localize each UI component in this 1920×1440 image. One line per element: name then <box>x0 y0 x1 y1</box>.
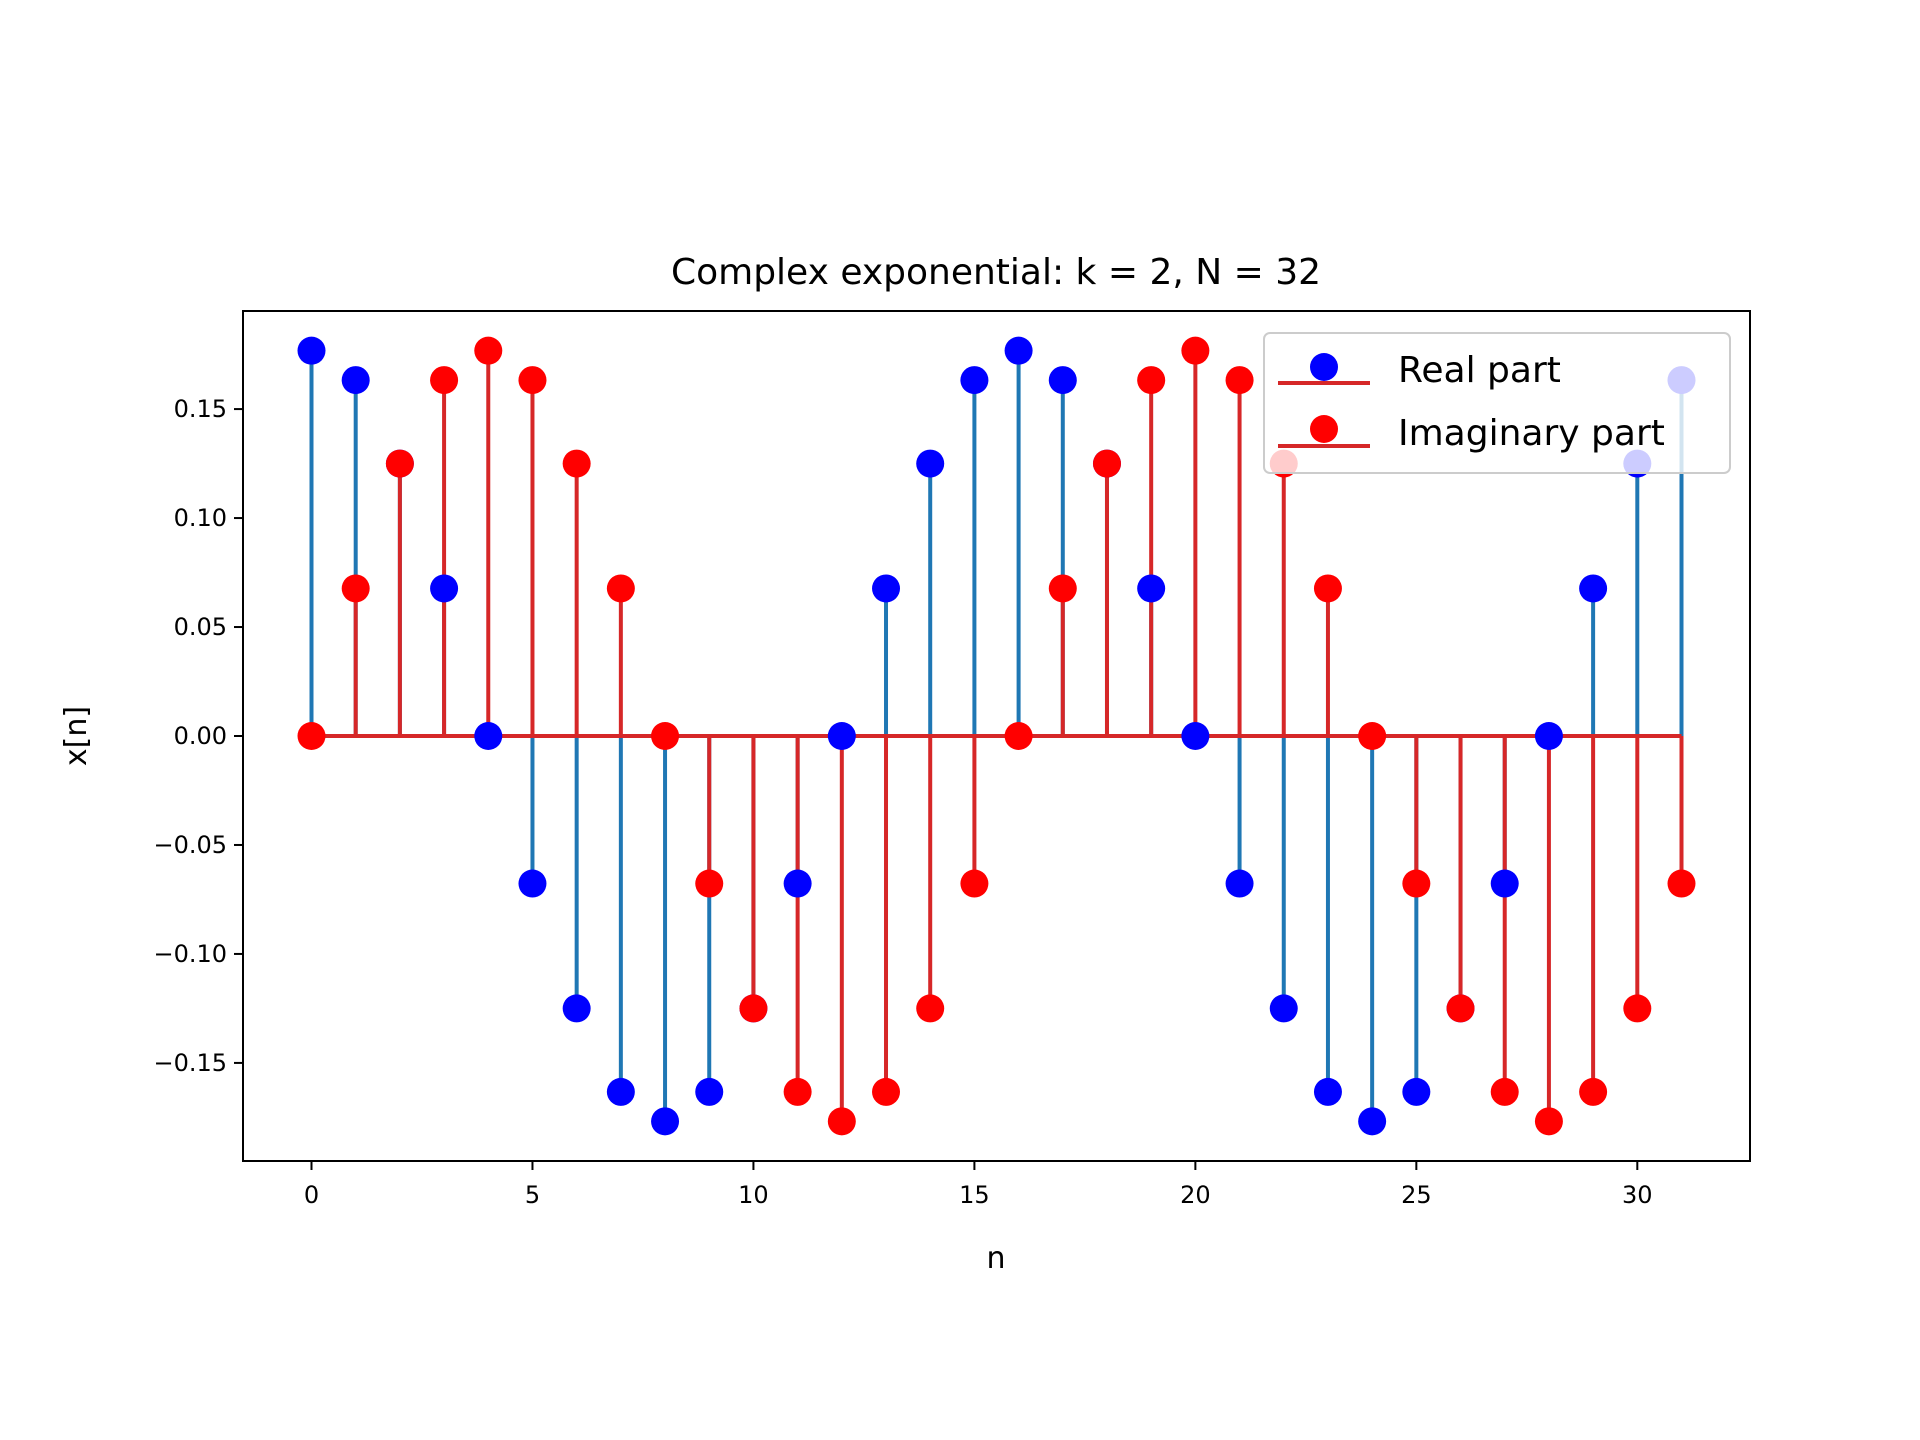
marker-imaginary-0 <box>297 722 326 750</box>
x-tick-label-0: 0 <box>304 1181 319 1209</box>
x-axis: 0 5 10 15 20 25 30 <box>304 1161 1653 1209</box>
marker-imaginary-3 <box>430 366 459 395</box>
x-tick-label-10: 10 <box>738 1181 769 1209</box>
marker-real-20 <box>1181 722 1210 750</box>
legend-marker-real <box>1310 353 1338 381</box>
marker-imaginary-29 <box>1579 1077 1608 1106</box>
marker-imaginary-8 <box>651 722 680 750</box>
marker-imaginary-27 <box>1490 1077 1519 1106</box>
y-tick-label-1: 0.10 <box>174 504 227 532</box>
marker-imaginary-26 <box>1446 994 1475 1023</box>
legend[interactable]: Real part Imaginary part <box>1263 332 1731 474</box>
marker-imaginary-18 <box>1092 449 1121 478</box>
marker-imaginary-6 <box>562 449 591 478</box>
y-axis-label: x[n] <box>59 706 94 766</box>
marker-real-8 <box>651 1107 680 1136</box>
marker-real-28 <box>1534 722 1563 750</box>
marker-real-13 <box>872 574 901 603</box>
y-tick-label-3: 0.00 <box>174 722 227 750</box>
x-tick-label-30: 30 <box>1622 1181 1653 1209</box>
y-tick-label-0: 0.15 <box>174 395 227 423</box>
marker-real-11 <box>783 869 812 898</box>
legend-marker-imaginary <box>1310 415 1338 443</box>
marker-imaginary-21 <box>1225 366 1254 395</box>
marker-imaginary-30 <box>1623 994 1652 1023</box>
marker-imaginary-23 <box>1313 574 1342 603</box>
y-tick-label-6: −0.15 <box>153 1049 227 1077</box>
marker-imaginary-7 <box>606 574 635 603</box>
marker-real-1 <box>341 366 370 395</box>
marker-real-27 <box>1490 869 1519 898</box>
marker-real-3 <box>430 574 459 603</box>
x-tick-label-25: 25 <box>1401 1181 1432 1209</box>
legend-box <box>1263 332 1731 474</box>
marker-imaginary-19 <box>1137 366 1166 395</box>
marker-real-5 <box>518 869 547 898</box>
marker-imaginary-20 <box>1181 336 1210 365</box>
marker-real-29 <box>1579 574 1608 603</box>
marker-imaginary-16 <box>1004 722 1033 750</box>
marker-imaginary-31 <box>1667 869 1696 898</box>
marker-imaginary-13 <box>872 1077 901 1106</box>
marker-imaginary-1 <box>341 574 370 603</box>
marker-imaginary-28 <box>1534 1107 1563 1136</box>
chart-title: Complex exponential: k = 2, N = 32 <box>671 252 1321 293</box>
marker-real-7 <box>606 1077 635 1106</box>
marker-real-12 <box>827 722 856 750</box>
marker-imaginary-25 <box>1402 869 1431 898</box>
marker-real-14 <box>916 449 945 478</box>
y-tick-label-2: 0.05 <box>174 613 227 641</box>
marker-real-23 <box>1313 1077 1342 1106</box>
marker-imaginary-9 <box>695 869 724 898</box>
marker-imaginary-4 <box>474 336 503 365</box>
x-tick-label-20: 20 <box>1180 1181 1211 1209</box>
marker-real-17 <box>1048 366 1077 395</box>
marker-imaginary-2 <box>385 449 414 478</box>
marker-real-19 <box>1137 574 1166 603</box>
marker-real-21 <box>1225 869 1254 898</box>
marker-real-4 <box>474 722 503 750</box>
marker-real-16 <box>1004 336 1033 365</box>
marker-imaginary-5 <box>518 366 547 395</box>
legend-label-imaginary: Imaginary part <box>1398 413 1665 454</box>
marker-real-9 <box>695 1077 724 1106</box>
x-tick-label-15: 15 <box>959 1181 990 1209</box>
x-tick-label-5: 5 <box>525 1181 540 1209</box>
y-tick-label-5: −0.10 <box>153 940 227 968</box>
marker-real-15 <box>960 366 989 395</box>
y-axis: 0.15 0.10 0.05 0.00 −0.05 −0.10 −0.15 <box>153 395 243 1077</box>
marker-imaginary-17 <box>1048 574 1077 603</box>
x-axis-label: n <box>986 1241 1005 1276</box>
marker-imaginary-24 <box>1358 722 1387 750</box>
marker-imaginary-15 <box>960 869 989 898</box>
marker-real-6 <box>562 994 591 1023</box>
marker-imaginary-12 <box>827 1107 856 1136</box>
marker-imaginary-14 <box>916 994 945 1023</box>
marker-real-0 <box>297 336 326 365</box>
marker-imaginary-10 <box>739 994 768 1023</box>
y-tick-label-4: −0.05 <box>153 831 227 859</box>
marker-real-22 <box>1269 994 1298 1023</box>
marker-imaginary-11 <box>783 1077 812 1106</box>
legend-label-real: Real part <box>1398 350 1561 391</box>
marker-real-25 <box>1402 1077 1431 1106</box>
marker-real-24 <box>1358 1107 1387 1136</box>
